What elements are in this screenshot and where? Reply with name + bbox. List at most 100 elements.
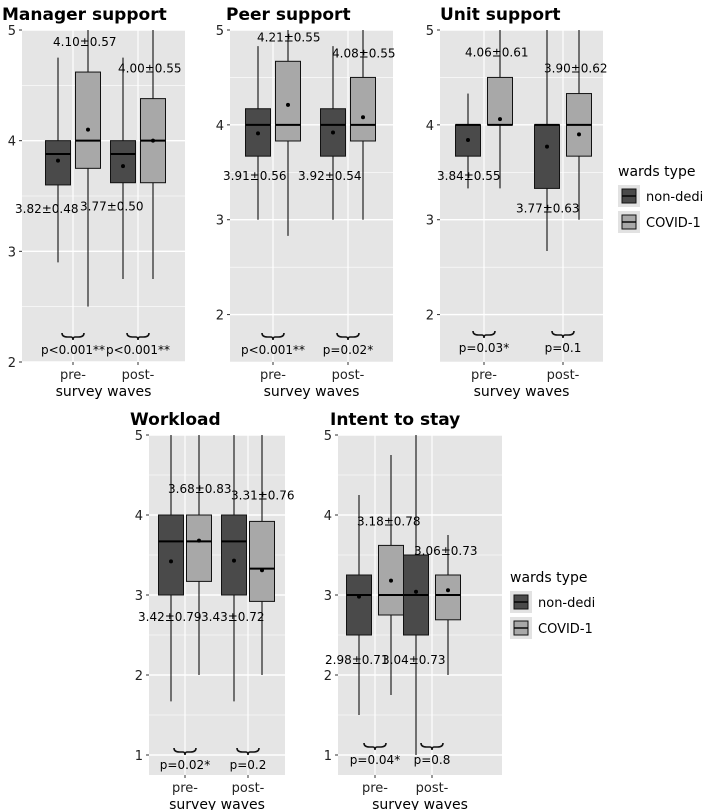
panel-title: Intent to stay xyxy=(330,410,460,430)
y-tick-label: 2 xyxy=(426,309,434,324)
box-non-dedi xyxy=(346,495,372,715)
mean-point xyxy=(331,130,335,135)
x-tick-label: pre- xyxy=(471,368,497,383)
box-non-dedi xyxy=(534,30,560,252)
significance-brace xyxy=(551,330,575,339)
y-tick-label: 2 xyxy=(8,356,16,371)
y-tick-label: 2 xyxy=(135,669,143,684)
box-non-dedi xyxy=(158,435,184,702)
x-tick-label: post- xyxy=(122,368,155,383)
x-tick-label: post- xyxy=(416,781,449,796)
y-tick-label: 3 xyxy=(426,214,434,229)
legend-title: wards type xyxy=(510,570,587,586)
legend-2: wards type non-dedi COVID-1 xyxy=(510,570,595,639)
legend-title: wards type xyxy=(618,164,695,180)
iqr-box xyxy=(45,140,71,186)
box-COVID-1 xyxy=(249,435,275,675)
p-value-label: p<0.001** xyxy=(106,343,170,357)
y-tick-label: 2 xyxy=(216,309,224,324)
stat-label: 4.21±0.55 xyxy=(257,30,321,44)
mean-point xyxy=(357,594,361,599)
mean-point xyxy=(256,131,260,136)
p-value-label: p=0.04* xyxy=(350,753,400,767)
significance-brace xyxy=(336,332,360,341)
y-tick-label: 4 xyxy=(135,509,143,524)
mean-point xyxy=(498,117,502,122)
mean-point xyxy=(151,138,155,143)
significance-brace xyxy=(61,332,85,341)
x-tick-label: post- xyxy=(332,368,365,383)
stat-label: 3.77±0.63 xyxy=(516,201,580,215)
legend-item-label: COVID-1 xyxy=(538,622,593,637)
iqr-box xyxy=(110,140,136,184)
legend-item-label: non-dedi xyxy=(538,596,595,611)
x-tick-label: post- xyxy=(547,368,580,383)
stat-label: 3.84±0.55 xyxy=(437,169,501,183)
box-non-dedi xyxy=(221,435,247,702)
p-value-label: p=0.1 xyxy=(545,341,582,355)
mean-point xyxy=(361,115,365,120)
mean-point xyxy=(446,588,450,593)
mean-point xyxy=(169,559,173,564)
box-COVID-1 xyxy=(487,30,513,189)
y-tick-label: 4 xyxy=(324,509,332,524)
mean-point xyxy=(232,558,236,563)
legend-item-label: COVID-1 xyxy=(646,216,701,231)
panel-title: Workload xyxy=(130,410,221,430)
significance-brace xyxy=(472,330,496,339)
stat-label: 2.98±0.71 xyxy=(325,653,389,667)
box-non-dedi xyxy=(45,57,71,263)
iqr-box xyxy=(75,71,101,169)
y-tick-label: 3 xyxy=(324,589,332,604)
mean-point xyxy=(466,138,470,143)
x-axis-label: survey waves xyxy=(56,384,152,400)
y-tick-label: 5 xyxy=(8,24,16,39)
stat-label: 4.00±0.55 xyxy=(118,62,182,76)
x-axis-label: survey waves xyxy=(474,384,570,400)
box-non-dedi xyxy=(245,46,271,220)
mean-point xyxy=(56,158,60,163)
box-non-dedi xyxy=(110,57,136,279)
plot-background xyxy=(440,30,603,362)
y-tick-label: 1 xyxy=(135,749,143,764)
iqr-box xyxy=(435,574,461,621)
stat-label: 3.43±0.72 xyxy=(201,610,265,624)
iqr-box xyxy=(221,514,247,596)
stat-label: 3.04±0.73 xyxy=(382,653,446,667)
box-COVID-1 xyxy=(566,30,592,220)
stat-label: 3.91±0.56 xyxy=(223,169,287,183)
x-axis-label: survey waves xyxy=(372,797,468,810)
stat-label: 3.18±0.78 xyxy=(357,514,421,528)
box-COVID-1 xyxy=(75,30,101,307)
box-non-dedi xyxy=(320,46,346,220)
x-tick-label: pre- xyxy=(60,368,86,383)
box-non-dedi xyxy=(403,435,429,755)
mean-point xyxy=(286,102,290,107)
x-tick-label: pre- xyxy=(260,368,286,383)
y-tick-label: 3 xyxy=(216,214,224,229)
box-non-dedi xyxy=(455,93,481,189)
p-value-label: p<0.001** xyxy=(241,343,305,357)
significance-brace xyxy=(420,742,444,751)
mean-point xyxy=(197,538,201,543)
p-value-label: p=0.03* xyxy=(459,341,509,355)
box-COVID-1 xyxy=(350,30,376,220)
stat-label: 3.06±0.73 xyxy=(414,544,478,558)
stat-label: 3.82±0.48 xyxy=(15,202,79,216)
box-COVID-1 xyxy=(275,30,301,236)
mean-point xyxy=(121,164,125,169)
y-tick-label: 4 xyxy=(426,119,434,134)
stat-label: 4.06±0.61 xyxy=(465,45,529,59)
stat-label: 3.31±0.76 xyxy=(231,488,295,502)
iqr-box xyxy=(320,108,346,157)
x-tick-label: pre- xyxy=(172,781,198,796)
significance-brace xyxy=(261,332,285,341)
stat-label: 3.42±0.79 xyxy=(138,610,202,624)
mean-point xyxy=(260,568,264,573)
legend-item-label: non-dedi xyxy=(646,190,703,205)
panel-title: Manager support xyxy=(2,5,167,25)
y-tick-label: 5 xyxy=(426,24,434,39)
y-tick-label: 3 xyxy=(135,589,143,604)
